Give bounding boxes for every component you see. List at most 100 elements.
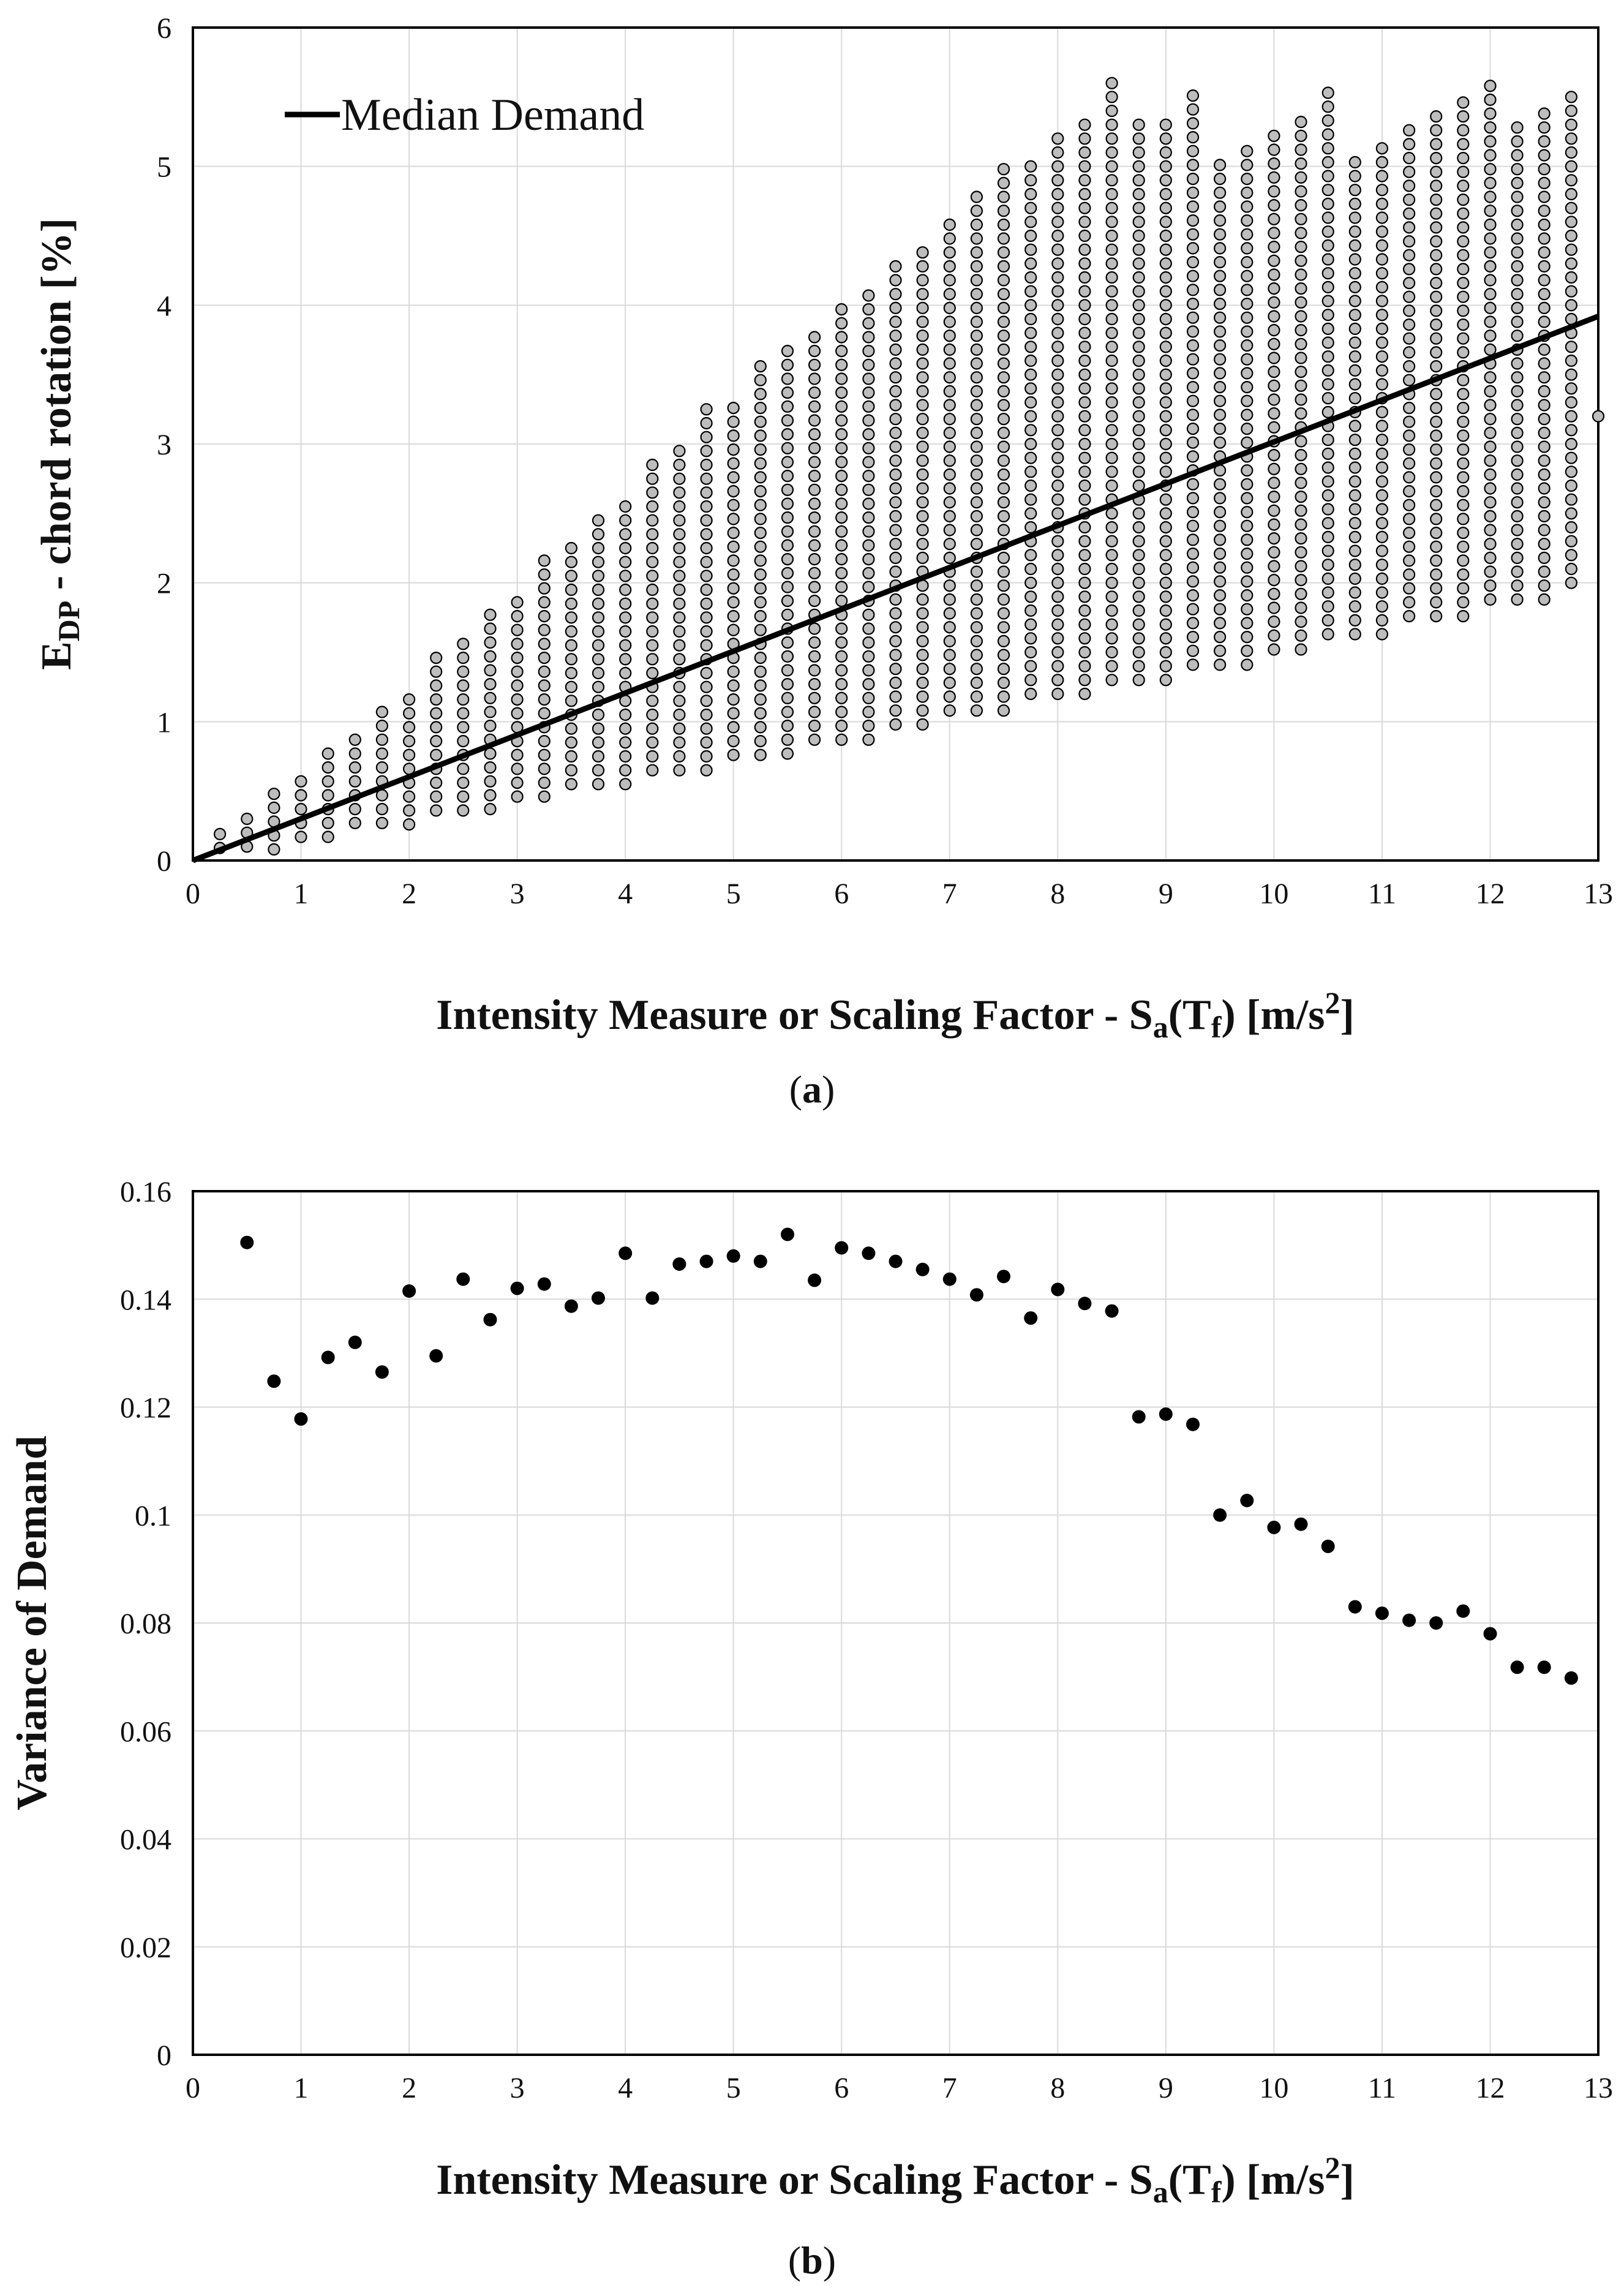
data-point <box>943 426 956 440</box>
data-point <box>727 582 740 595</box>
data-point <box>1105 91 1118 104</box>
data-point <box>889 288 902 301</box>
data-point <box>943 621 956 634</box>
data-point <box>619 583 632 597</box>
data-point <box>970 260 983 273</box>
data-point <box>1268 518 1280 531</box>
data-point <box>970 634 983 648</box>
data-point <box>592 680 605 693</box>
data-point <box>1213 380 1227 394</box>
data-point <box>781 344 794 358</box>
data-point <box>619 653 632 666</box>
data-point <box>1051 160 1064 173</box>
data-point <box>1078 312 1091 326</box>
data-point <box>700 528 713 541</box>
data-point <box>1403 609 1416 623</box>
data-point <box>1159 243 1172 256</box>
data-point <box>754 665 767 678</box>
data-point <box>1078 271 1091 284</box>
data-point <box>1457 207 1470 220</box>
data-point <box>348 775 361 788</box>
data-point <box>1375 156 1388 168</box>
data-point <box>1430 332 1443 345</box>
data-point <box>1565 91 1577 104</box>
data-point <box>1241 394 1254 407</box>
data-point <box>1078 229 1091 243</box>
data-point <box>1078 160 1091 173</box>
data-point <box>511 596 524 609</box>
data-point <box>1241 339 1254 352</box>
x-tick-label: 6 <box>834 878 849 910</box>
data-point <box>1186 269 1200 282</box>
data-point <box>808 344 821 358</box>
data-point <box>1348 336 1361 349</box>
data-point <box>1186 131 1200 144</box>
data-point <box>1241 269 1254 282</box>
data-point <box>538 748 551 761</box>
data-point <box>673 541 686 555</box>
data-point <box>673 611 686 624</box>
data-point <box>1321 559 1334 571</box>
data-point <box>943 260 956 273</box>
data-point <box>862 622 875 635</box>
data-point <box>1457 318 1470 331</box>
data-point <box>1538 454 1551 467</box>
data-point <box>538 707 551 720</box>
data-point <box>538 679 551 692</box>
data-point <box>916 260 929 273</box>
data-point <box>1565 341 1577 353</box>
data-point <box>1159 118 1172 131</box>
data-point <box>754 540 767 553</box>
data-point <box>1078 535 1091 548</box>
data-point <box>754 457 767 470</box>
data-point <box>1511 205 1524 217</box>
data-point <box>1511 551 1524 565</box>
data-point <box>1565 521 1577 534</box>
data-point <box>1403 526 1416 540</box>
data-point <box>1403 277 1416 290</box>
data-point <box>1511 371 1524 384</box>
data-point <box>1538 190 1551 203</box>
data-point <box>1186 644 1200 657</box>
data-point <box>916 468 929 481</box>
data-point <box>1051 257 1064 270</box>
data-point <box>511 776 524 789</box>
data-point <box>970 232 983 245</box>
data-point <box>1484 80 1497 92</box>
data-point <box>1024 660 1037 672</box>
data-point <box>997 482 1010 495</box>
data-point <box>1295 448 1307 462</box>
data-point <box>1159 216 1172 228</box>
data-point <box>1375 170 1388 183</box>
data-point <box>1159 521 1172 534</box>
data-point <box>1484 399 1497 412</box>
data-point <box>1538 496 1551 509</box>
data-point <box>754 471 767 484</box>
data-point <box>1051 271 1064 284</box>
data-point <box>1024 201 1037 214</box>
data-point <box>1565 104 1577 118</box>
data-point <box>1538 399 1551 412</box>
data-point <box>565 653 578 666</box>
data-point <box>1565 549 1577 562</box>
data-point <box>1241 589 1254 602</box>
data-point <box>943 343 956 356</box>
data-point <box>1484 135 1497 148</box>
data-point <box>268 788 280 800</box>
data-point <box>1348 461 1361 474</box>
data-point <box>862 289 875 302</box>
data-point <box>565 639 578 652</box>
data-point <box>1348 211 1361 224</box>
data-point <box>538 790 551 803</box>
data-point <box>889 551 902 565</box>
data-point <box>1348 309 1361 322</box>
y-tick-label: 0.16 <box>120 1176 171 1208</box>
data-point <box>619 570 632 582</box>
data-point <box>1241 547 1254 560</box>
data-point <box>1348 475 1361 488</box>
data-point <box>1511 496 1524 509</box>
data-point <box>1538 288 1551 301</box>
data-point <box>538 568 551 581</box>
data-point <box>889 343 902 356</box>
data-point <box>1375 253 1388 266</box>
